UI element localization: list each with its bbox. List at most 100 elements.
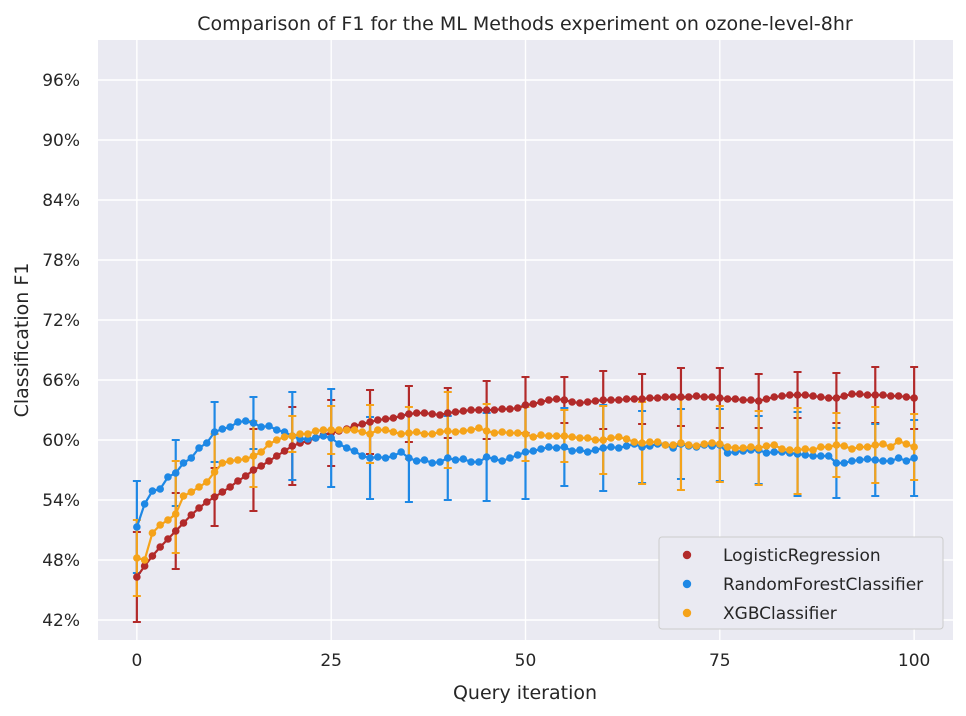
data-point	[195, 504, 203, 512]
data-point	[506, 454, 514, 462]
data-point	[467, 458, 475, 466]
data-point	[381, 454, 390, 462]
x-tick-label: 100	[898, 651, 930, 671]
data-point	[506, 429, 514, 437]
data-point	[156, 485, 164, 493]
data-point	[614, 433, 623, 441]
data-point	[195, 444, 203, 452]
data-point	[467, 406, 475, 414]
y-axis-label: Classification F1	[11, 263, 33, 418]
data-point	[319, 426, 328, 434]
legend-box	[658, 536, 944, 630]
data-point	[879, 440, 887, 448]
data-point	[203, 478, 211, 486]
data-point	[420, 456, 429, 464]
data-point	[459, 455, 468, 463]
data-point	[218, 425, 227, 433]
data-point	[840, 442, 848, 450]
y-tick-labels: 42% 48% 54% 60% 66% 72% 78% 84% 90% 96%	[42, 71, 80, 631]
data-point	[148, 529, 157, 537]
data-point	[599, 396, 608, 404]
data-point	[350, 426, 359, 434]
data-point	[692, 442, 701, 450]
data-point	[770, 441, 779, 449]
data-point	[475, 406, 483, 414]
data-point	[280, 433, 289, 441]
data-point	[265, 457, 273, 465]
data-point	[389, 414, 398, 422]
data-point	[265, 422, 273, 430]
data-point	[716, 440, 724, 448]
data-point	[428, 430, 437, 438]
legend-marker	[682, 550, 692, 560]
data-point	[793, 391, 802, 399]
data-point	[871, 456, 880, 464]
data-point	[529, 447, 538, 455]
data-point	[272, 452, 281, 460]
data-point	[257, 462, 266, 470]
data-point	[848, 445, 856, 453]
data-point	[381, 426, 390, 434]
data-point	[498, 457, 506, 465]
data-point	[342, 444, 351, 452]
data-point	[762, 395, 771, 403]
data-point	[560, 432, 569, 440]
legend: LogisticRegression RandomForestClassifier…	[658, 536, 944, 630]
data-point	[591, 436, 600, 444]
data-point	[272, 436, 281, 444]
data-point	[210, 468, 219, 476]
data-point	[412, 428, 421, 436]
data-point	[459, 427, 468, 435]
data-point	[420, 430, 429, 438]
data-point	[894, 437, 903, 445]
data-point	[832, 394, 841, 402]
data-point	[677, 393, 685, 401]
data-point	[848, 390, 856, 398]
data-point	[171, 527, 180, 535]
data-point	[366, 454, 374, 462]
data-point	[739, 396, 747, 404]
data-point	[203, 439, 211, 447]
data-point	[482, 406, 491, 414]
data-point	[793, 446, 802, 454]
data-point	[700, 440, 709, 448]
data-point	[638, 439, 646, 447]
data-point	[148, 552, 157, 560]
data-point	[607, 443, 615, 451]
data-point	[521, 401, 530, 409]
data-point	[412, 409, 421, 417]
data-point	[140, 562, 149, 570]
data-point	[910, 454, 918, 462]
data-point	[133, 554, 141, 562]
data-point	[226, 483, 234, 491]
data-point	[824, 443, 833, 451]
data-point	[397, 412, 405, 420]
data-point	[653, 394, 662, 402]
data-point	[311, 434, 320, 442]
data-point	[381, 415, 390, 423]
data-point	[529, 400, 538, 408]
data-point	[257, 423, 266, 431]
data-point	[311, 427, 320, 435]
data-point	[358, 428, 367, 436]
data-point	[319, 432, 328, 440]
data-point	[389, 428, 398, 436]
data-point	[801, 445, 810, 453]
data-point	[669, 441, 677, 449]
data-point	[809, 392, 817, 400]
data-point	[521, 430, 530, 438]
data-point	[607, 396, 615, 404]
data-point	[684, 441, 693, 449]
data-point	[397, 430, 405, 438]
data-point	[226, 457, 234, 465]
data-point	[887, 457, 895, 465]
data-point	[171, 510, 180, 518]
data-point	[374, 453, 382, 461]
data-point	[428, 410, 437, 418]
data-point	[249, 466, 258, 474]
data-point	[342, 426, 351, 434]
data-point	[700, 393, 709, 401]
data-point	[583, 434, 592, 442]
data-point	[171, 469, 180, 477]
data-point	[366, 418, 374, 426]
